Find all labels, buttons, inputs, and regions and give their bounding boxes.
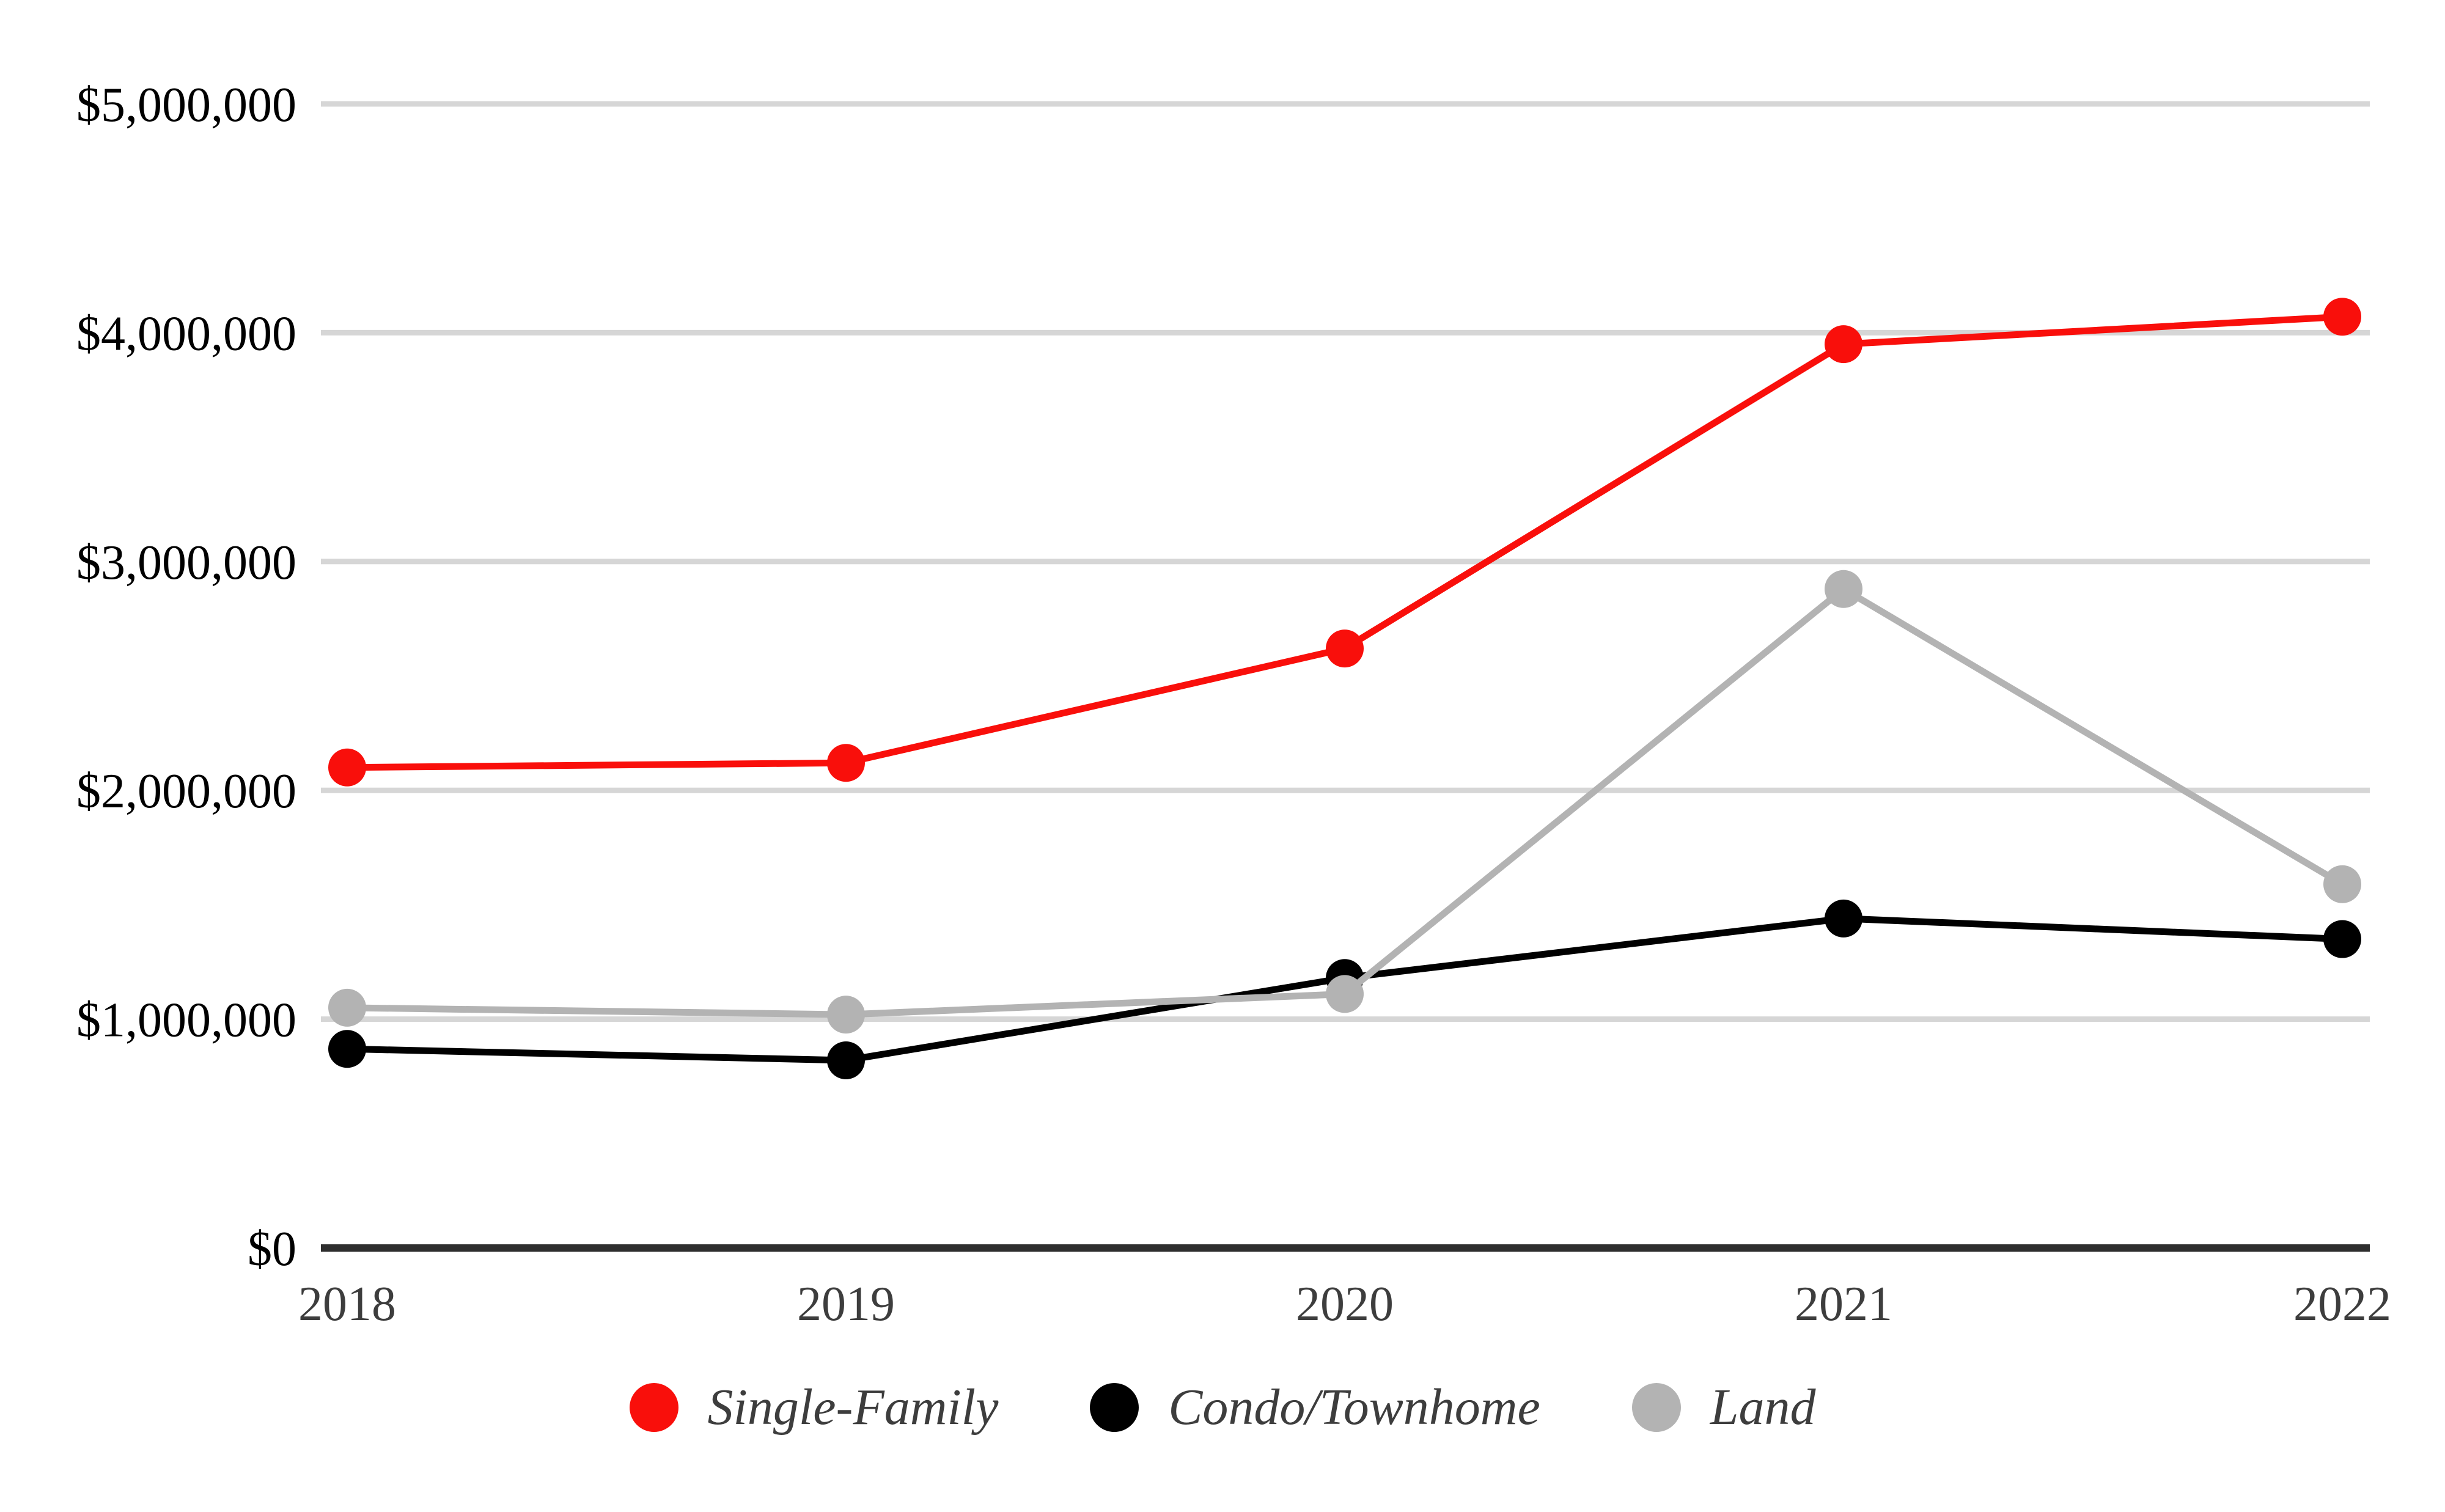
- data-point-condo-townhome-2021: [1825, 899, 1862, 938]
- gridlines-group: [321, 101, 2370, 1252]
- legend-item-land: Land: [1631, 1379, 1816, 1436]
- legend-swatch-land: [1631, 1383, 1681, 1432]
- x-axis-label: 2019: [797, 1277, 895, 1331]
- data-point-land-2019: [827, 996, 865, 1034]
- data-point-condo-townhome-2018: [328, 1030, 366, 1068]
- y-axis-label: $5,000,000: [76, 78, 296, 132]
- data-point-condo-townhome-2019: [827, 1041, 865, 1079]
- data-point-single-family-2022: [2323, 298, 2361, 336]
- x-axis-label: 2022: [2293, 1277, 2391, 1331]
- data-point-land-2022: [2323, 865, 2361, 903]
- series-single-family: [328, 298, 2361, 787]
- y-axis-label: $0: [248, 1222, 296, 1276]
- data-point-land-2021: [1825, 570, 1862, 608]
- chart-legend: Single-Family Condo/Townhome Land: [0, 1356, 2445, 1459]
- data-point-land-2018: [328, 988, 366, 1027]
- legend-swatch-single-family: [629, 1383, 678, 1432]
- x-axis-label: 2021: [1795, 1277, 1892, 1331]
- series-group: [328, 298, 2361, 1079]
- y-axis-label: $3,000,000: [76, 536, 296, 590]
- data-point-single-family-2021: [1825, 325, 1862, 364]
- legend-label-land: Land: [1710, 1379, 1816, 1436]
- x-axis-label: 2020: [1296, 1277, 1394, 1331]
- series-line-single-family: [347, 313, 2343, 771]
- y-axis-labels-group: $0 $1,000,000 $2,000,000 $3,000,000 $4,000,0…: [76, 78, 296, 1276]
- legend-swatch-condo-townhome: [1090, 1383, 1139, 1432]
- x-axis-labels-group: 2018 2019 2020 2021 2022: [298, 1277, 2391, 1331]
- y-axis-label: $2,000,000: [76, 765, 296, 818]
- legend-label-single-family: Single-Family: [707, 1379, 999, 1436]
- legend-label-condo-townhome: Condo/Townhome: [1168, 1379, 1540, 1436]
- y-axis-label: $1,000,000: [76, 994, 296, 1048]
- data-point-land-2020: [1326, 975, 1364, 1013]
- legend-item-single-family: Single-Family: [629, 1379, 999, 1436]
- x-axis-label: 2018: [298, 1277, 396, 1331]
- legend-item-condo-townhome: Condo/Townhome: [1090, 1382, 1540, 1433]
- data-point-single-family-2019: [827, 744, 865, 782]
- data-point-condo-townhome-2022: [2323, 920, 2361, 958]
- data-point-single-family-2018: [328, 748, 366, 787]
- series-land: [328, 570, 2361, 1034]
- y-axis-label: $4,000,000: [76, 307, 296, 361]
- data-point-single-family-2020: [1326, 629, 1364, 668]
